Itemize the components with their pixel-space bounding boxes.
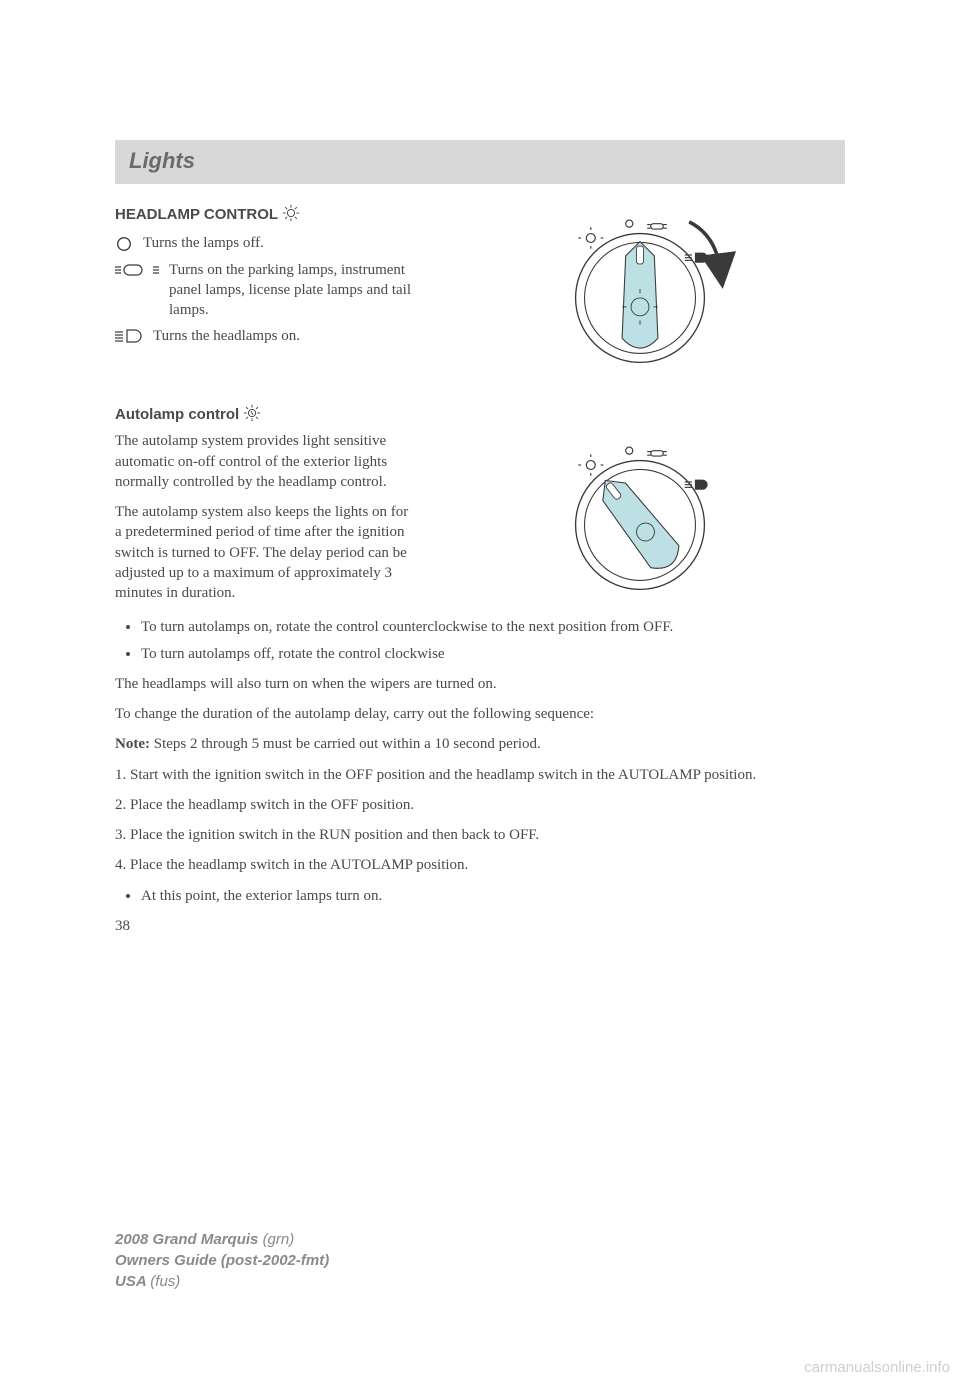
step-1: 1. Start with the ignition switch in the…	[115, 765, 845, 785]
parking-icon	[115, 262, 159, 278]
footer-publication: 2008 Grand Marquis (grn) Owners Guide (p…	[115, 1229, 329, 1292]
autolamp-bullets: To turn autolamps on, rotate the control…	[115, 617, 845, 664]
headlamp-text: Turns the headlamps on.	[153, 326, 300, 346]
off-text: Turns the lamps off.	[143, 233, 264, 253]
chapter-title: Lights	[129, 148, 195, 173]
autolamp-p3: The headlamps will also turn on when the…	[115, 674, 845, 694]
autolamp-dial-figure	[435, 431, 845, 601]
autolamp-p4: To change the duration of the autolamp d…	[115, 704, 845, 724]
parking-text: Turns on the parking lamps, instrument p…	[169, 260, 415, 321]
page-number: 38	[115, 916, 845, 936]
autolamp-note: Note: Steps 2 through 5 must be carried …	[115, 734, 845, 754]
header-bar: Lights	[115, 140, 845, 184]
headlamp-icon	[115, 328, 143, 344]
step-4-bullets: At this point, the exterior lamps turn o…	[115, 886, 845, 906]
watermark: carmanualsonline.info	[804, 1359, 950, 1376]
autolamp-icon	[243, 404, 261, 422]
autolamp-p2: The autolamp system also keeps the light…	[115, 502, 415, 603]
headlamp-dial-figure	[435, 204, 845, 374]
list-item: To turn autolamps off, rotate the contro…	[141, 644, 845, 664]
off-icon	[115, 235, 133, 253]
page-content: HEADLAMP CONTROL Turns the lamps off.	[115, 204, 845, 936]
headlamp-title: HEADLAMP CONTROL	[115, 204, 415, 225]
step-2: 2. Place the headlamp switch in the OFF …	[115, 795, 845, 815]
step-3: 3. Place the ignition switch in the RUN …	[115, 825, 845, 845]
autolamp-p1: The autolamp system provides light sensi…	[115, 431, 415, 492]
list-item: At this point, the exterior lamps turn o…	[141, 886, 845, 906]
step-4: 4. Place the headlamp switch in the AUTO…	[115, 855, 845, 875]
autolamp-title: Autolamp control	[115, 404, 845, 425]
list-item: To turn autolamps on, rotate the control…	[141, 617, 845, 637]
sun-icon	[282, 204, 300, 222]
